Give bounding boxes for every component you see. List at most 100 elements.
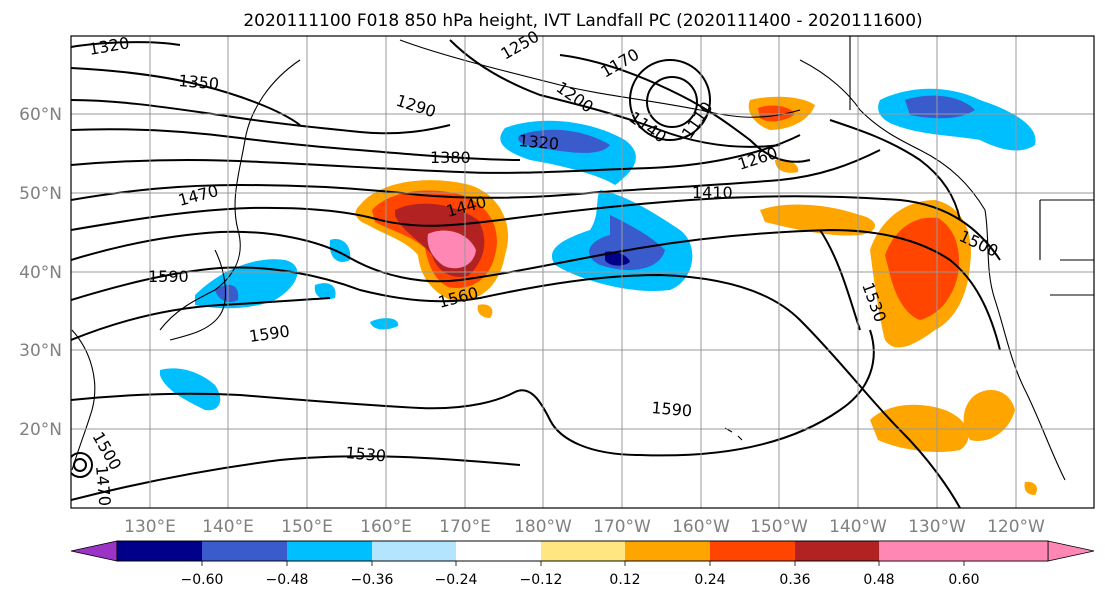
map-frame: [70, 35, 1095, 509]
contour-line: [819, 229, 861, 331]
colorbar-tick-label: −0.24: [435, 572, 478, 588]
contour-line: [71, 99, 451, 135]
graticule: [71, 36, 1094, 508]
contour-line: [71, 149, 881, 201]
colorbar-bin: [710, 541, 795, 561]
ivt-region: [314, 283, 336, 300]
lon-label: 140°W: [829, 517, 887, 537]
contour-line: [646, 76, 698, 128]
lon-label: 170°E: [439, 517, 491, 537]
lat-label: 50°N: [19, 184, 62, 204]
ivt-region: [605, 251, 630, 266]
lon-label: 120°W: [987, 517, 1045, 537]
contour-line: [449, 39, 781, 148]
contour-line: [71, 41, 181, 48]
lon-labels: 130°E 140°E 150°E 160°E 170°E 180°W 170°…: [124, 517, 1045, 537]
colorbar-bin: [287, 541, 372, 561]
colorbar-tick-label: 0.12: [609, 572, 640, 588]
coastline-aleutian: [399, 39, 801, 118]
contour-line: [71, 228, 1001, 351]
lon-label: 150°E: [281, 517, 333, 537]
contour-line: [71, 297, 331, 341]
lon-label: 130°E: [124, 517, 176, 537]
colorbar-tick-label: −0.36: [351, 572, 394, 588]
ivt-region: [870, 404, 969, 452]
colorbar-tick-label: 0.24: [694, 572, 725, 588]
colorbar-bin: [795, 541, 879, 561]
coastline-china: [71, 329, 96, 471]
contour-label: 1590: [148, 267, 189, 286]
colorbar-tick-label: −0.48: [266, 572, 309, 588]
ivt-region: [160, 368, 221, 411]
contour-label: 1410: [692, 183, 733, 202]
colorbar-ticks: [201, 561, 965, 566]
contour-line: [71, 134, 801, 174]
contour-line: [71, 452, 93, 478]
height-contours: [71, 39, 1001, 508]
colorbar: −0.60 −0.48 −0.36 −0.24 −0.12 0.12 0.24 …: [70, 540, 1095, 588]
colorbar-bin: [879, 541, 964, 561]
lat-label: 30°N: [19, 341, 62, 361]
colorbar-tick-label: 0.48: [863, 572, 894, 588]
colorbar-bin: [202, 541, 287, 561]
contour-line: [71, 67, 301, 126]
ivt-region: [905, 95, 975, 119]
colorbar-bin: [625, 541, 710, 561]
map-panel: 1320 1350 1290 1250 1200 1170 1140 1110 …: [70, 27, 1095, 509]
contour-label: 1590: [651, 398, 693, 420]
figure-title: 2020111100 F018 850 hPa height, IVT Land…: [243, 11, 922, 31]
lat-labels: 60°N 50°N 40°N 30°N 20°N: [19, 105, 62, 440]
coastline-north-america: [984, 209, 1066, 481]
contour-label: 1530: [345, 443, 387, 465]
colorbar-outline: [116, 540, 1049, 562]
colorbar-tick-labels: −0.60 −0.48 −0.36 −0.24 −0.12 0.12 0.24 …: [181, 572, 980, 588]
colorbar-bin: [541, 541, 625, 561]
contour-line: [71, 266, 961, 508]
coastline-asia: [159, 59, 301, 331]
contour-line: [829, 119, 961, 221]
contour-line: [71, 329, 875, 457]
state-borders: [1039, 199, 1094, 296]
lon-label: 130°W: [908, 517, 966, 537]
ivt-region: [477, 304, 493, 318]
colorbar-bin: [117, 541, 202, 561]
lon-label: 160°E: [360, 517, 412, 537]
colorbar-bin: [372, 541, 456, 561]
colorbar-tick-label: 0.36: [779, 572, 810, 588]
ivt-region: [518, 129, 610, 153]
lon-label: 140°E: [202, 517, 254, 537]
lon-label: 170°W: [593, 517, 651, 537]
coastline-alaska: [799, 59, 986, 211]
colorbar-tick-label: −0.12: [520, 572, 563, 588]
colorbar-bin: [964, 541, 1048, 561]
contour-line: [71, 195, 1001, 261]
colorbar-extend-low: [70, 540, 118, 562]
colorbar-extend-high: [1047, 540, 1095, 562]
colorbar-bin: [456, 541, 541, 561]
contour-line: [71, 455, 521, 501]
ivt-region: [370, 318, 399, 330]
contour-line: [73, 458, 87, 472]
contour-line: [71, 128, 521, 161]
ivt-region: [1024, 481, 1037, 495]
ivt-region: [775, 159, 799, 173]
ivt-region: [760, 204, 875, 236]
lon-label: 180°W: [514, 517, 572, 537]
lon-label: 160°W: [672, 517, 730, 537]
ivt-region: [885, 217, 960, 320]
contour-label: 1380: [430, 148, 471, 167]
ivt-shading: [160, 88, 1037, 495]
contour-label: 1320: [518, 131, 560, 153]
ivt-region: [963, 390, 1015, 441]
lat-label: 40°N: [19, 263, 62, 283]
lon-label: 150°W: [750, 517, 808, 537]
contour-line: [629, 59, 711, 141]
colorbar-tick-label: −0.60: [181, 572, 224, 588]
lat-label: 60°N: [19, 105, 62, 125]
lat-label: 20°N: [19, 420, 62, 440]
colorbar-tick-label: 0.60: [948, 572, 979, 588]
contour-label: 1350: [178, 71, 220, 93]
ivt-region: [427, 230, 476, 269]
coastlines: [71, 36, 1094, 481]
